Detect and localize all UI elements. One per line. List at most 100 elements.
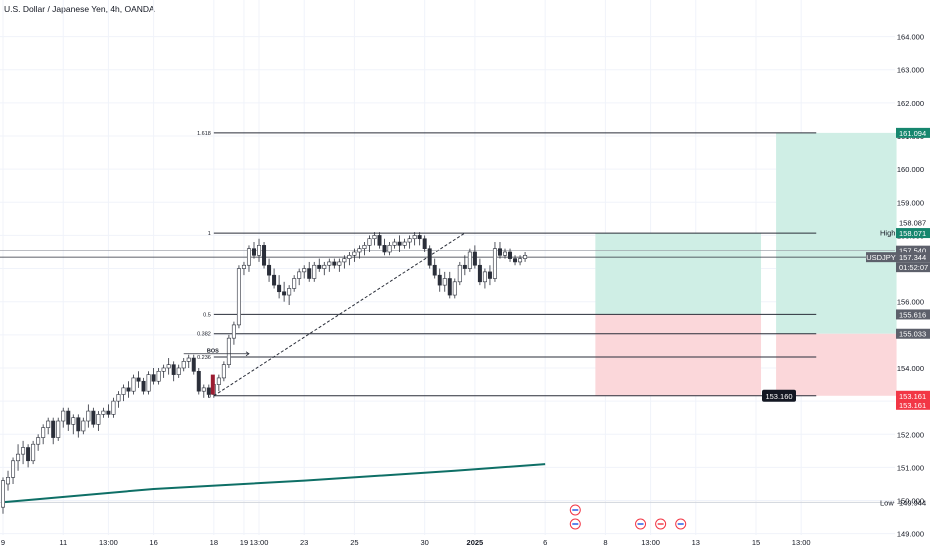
- candle-down: [151, 374, 156, 382]
- candle-up: [146, 374, 151, 392]
- candle-up: [523, 255, 528, 259]
- candle-up: [101, 410, 106, 415]
- candle-up: [402, 241, 407, 246]
- us-flag-icon: [569, 518, 581, 530]
- price-badge-label: 158.071: [899, 229, 926, 238]
- candle-up: [372, 235, 377, 240]
- clock-icon: [569, 504, 581, 516]
- symbol-badge: [866, 252, 896, 263]
- x-tick-label: 8: [603, 538, 607, 547]
- candle-up: [467, 251, 472, 269]
- candle-down: [252, 248, 257, 256]
- y-tick-label: 149.000: [897, 530, 924, 539]
- y-tick-label: 163.000: [897, 66, 924, 75]
- candle-up: [11, 460, 16, 478]
- candle-up: [61, 410, 66, 422]
- y-tick-label: 160.000: [897, 165, 924, 174]
- x-tick-label: 6: [543, 538, 547, 547]
- candle-down: [26, 447, 31, 462]
- x-tick-label: 30: [421, 538, 429, 547]
- price-badge: [896, 328, 930, 339]
- moving-average-line: [2, 463, 546, 504]
- candle-up: [0, 480, 6, 508]
- bos-label: BOS: [207, 349, 219, 355]
- candle-down: [196, 370, 201, 392]
- price-badge: [896, 127, 930, 138]
- price-badge: [896, 399, 930, 410]
- candle-down: [282, 291, 287, 296]
- candle-down: [513, 258, 518, 263]
- candle-down: [497, 248, 502, 256]
- candle-up: [407, 238, 412, 243]
- y-tick-label: 150.000: [897, 497, 924, 506]
- symbol-label: USDJPY: [866, 253, 896, 262]
- candle-up: [166, 364, 171, 369]
- candle-up: [41, 427, 46, 438]
- candle-up: [302, 268, 307, 273]
- candle-up: [246, 248, 251, 266]
- candle-up: [16, 453, 21, 462]
- long-position-target-zone: [595, 233, 762, 315]
- candle-up: [412, 235, 417, 240]
- countdown-label: 01:52:07: [899, 263, 928, 272]
- candle-down: [91, 410, 96, 425]
- candle-up: [337, 261, 342, 266]
- us-flag-icon: [635, 518, 647, 530]
- candle-up: [56, 420, 61, 438]
- candle-down: [382, 245, 387, 253]
- candle-down: [66, 410, 71, 425]
- candle-down: [447, 278, 452, 296]
- price-label: 149.944: [899, 498, 926, 507]
- x-tick-label: 13:00: [792, 538, 811, 547]
- candle-up: [221, 364, 226, 379]
- price-badge-label: 157.540: [899, 247, 926, 256]
- y-tick-label: 152.000: [897, 430, 924, 439]
- candle-up: [81, 420, 86, 432]
- candle-down: [126, 387, 131, 392]
- candle-up: [176, 367, 181, 375]
- candle-up: [347, 255, 352, 259]
- candle-up: [31, 443, 36, 462]
- candle-down: [191, 357, 196, 372]
- candle-down: [462, 264, 467, 269]
- candle-up: [257, 245, 262, 256]
- candle-up: [111, 400, 116, 415]
- x-tick-label: 23: [300, 538, 308, 547]
- candle-up: [241, 264, 246, 269]
- price-badge-label: 157.344: [899, 253, 926, 262]
- candle-up: [297, 271, 302, 279]
- candle-up: [287, 288, 292, 296]
- y-tick-label: 162.000: [897, 99, 924, 108]
- price-badge: [896, 390, 930, 401]
- candle-down: [377, 235, 382, 246]
- cursor-price-label: 153.160: [765, 392, 792, 401]
- candle-up: [86, 410, 91, 422]
- candle-down: [277, 284, 282, 293]
- candle-up: [457, 264, 462, 283]
- chart-title: U.S. Dollar / Japanese Yen, 4h, OANDA: [4, 4, 155, 14]
- candle-down: [106, 410, 111, 415]
- y-tick-label: 164.000: [897, 33, 924, 42]
- candle-down: [51, 420, 56, 438]
- candle-up: [387, 245, 392, 253]
- candle-up: [216, 377, 221, 385]
- price-badge: [896, 228, 930, 239]
- candle-up: [518, 258, 523, 263]
- x-tick-label: 18: [210, 538, 218, 547]
- candle-down: [317, 264, 322, 269]
- candle-up: [6, 477, 11, 485]
- candle-up: [161, 367, 166, 372]
- price-badge-label: 161.094: [899, 129, 926, 138]
- candle-up: [342, 258, 347, 263]
- candle-down: [472, 251, 477, 266]
- x-tick-label: 9: [1, 538, 5, 547]
- candle-down: [508, 251, 513, 259]
- price-badge-label: 155.616: [899, 310, 926, 319]
- long-position-stop-zone: [595, 314, 762, 396]
- candle-up: [36, 437, 41, 445]
- candle-up: [96, 414, 101, 425]
- fib-level-label: 0.5: [203, 312, 211, 318]
- fib-level-label: 1.618: [197, 131, 211, 137]
- candle-up: [131, 377, 136, 392]
